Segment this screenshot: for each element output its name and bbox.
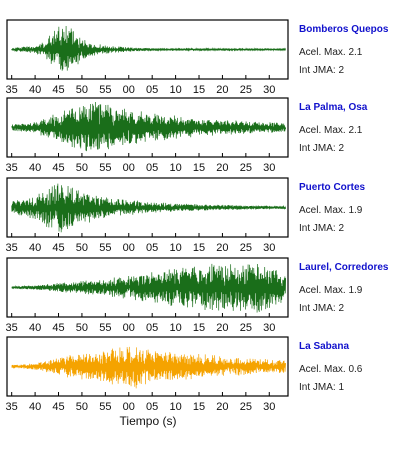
station-name: Bomberos Quepos bbox=[299, 24, 389, 35]
x-tick-label: 30 bbox=[263, 401, 275, 413]
x-tick-label: 55 bbox=[99, 162, 111, 174]
x-tick-label: 25 bbox=[240, 322, 252, 334]
x-tick-label: 25 bbox=[240, 162, 252, 174]
x-tick-label: 05 bbox=[146, 401, 158, 413]
panel-frame bbox=[6, 19, 289, 80]
x-tick-label: 05 bbox=[146, 162, 158, 174]
x-tick-label: 35 bbox=[6, 401, 18, 413]
x-tick-label: 35 bbox=[6, 242, 18, 254]
x-tick-label: 20 bbox=[216, 242, 228, 254]
x-tick-label: 20 bbox=[216, 401, 228, 413]
x-tick-label: 05 bbox=[146, 242, 158, 254]
jma-intensity-label: Int JMA: 2 bbox=[299, 223, 345, 234]
station-panel-4: 35 40 45 50 55 00 05 10 15 20 25 30 bbox=[6, 257, 289, 334]
max-acceleration-label: Acel. Max. 2.1 bbox=[299, 125, 363, 136]
x-tick-label: 10 bbox=[169, 162, 181, 174]
x-tick-label: 35 bbox=[6, 84, 18, 96]
max-acceleration-label: Acel. Max. 2.1 bbox=[299, 47, 363, 58]
x-tick-label: 35 bbox=[6, 322, 18, 334]
x-tick-label: 15 bbox=[193, 242, 205, 254]
x-tick-label: 45 bbox=[52, 162, 64, 174]
x-tick-label: 20 bbox=[216, 162, 228, 174]
x-tick-label: 50 bbox=[76, 401, 88, 413]
x-tick-label: 45 bbox=[52, 322, 64, 334]
x-tick-label: 05 bbox=[146, 84, 158, 96]
x-tick-label: 45 bbox=[52, 84, 64, 96]
jma-intensity-label: Int JMA: 2 bbox=[299, 303, 345, 314]
x-tick-label: 25 bbox=[240, 401, 252, 413]
jma-intensity-label: Int JMA: 2 bbox=[299, 143, 345, 154]
x-tick-label: 10 bbox=[169, 242, 181, 254]
x-tick-label: 15 bbox=[193, 162, 205, 174]
x-tick-label: 40 bbox=[29, 322, 41, 334]
station-name: Puerto Cortes bbox=[299, 182, 366, 193]
x-tick-label: 55 bbox=[99, 84, 111, 96]
x-tick-label: 45 bbox=[52, 401, 64, 413]
panel-frame bbox=[6, 97, 289, 158]
x-tick-label: 40 bbox=[29, 84, 41, 96]
x-tick-label: 00 bbox=[123, 401, 135, 413]
x-tick-label: 00 bbox=[123, 162, 135, 174]
x-tick-label: 45 bbox=[52, 242, 64, 254]
x-tick-label: 35 bbox=[6, 162, 18, 174]
waveform-trace bbox=[11, 26, 286, 71]
waveform-trace bbox=[11, 346, 287, 389]
max-acceleration-label: Acel. Max. 1.9 bbox=[299, 205, 363, 216]
station-name: Laurel, Corredores bbox=[299, 262, 389, 273]
x-tick-label: 10 bbox=[169, 84, 181, 96]
x-tick-label: 05 bbox=[146, 322, 158, 334]
waveform-trace bbox=[11, 183, 287, 233]
panel-frame bbox=[6, 177, 289, 238]
x-tick-label: 20 bbox=[216, 322, 228, 334]
x-tick-label: 40 bbox=[29, 162, 41, 174]
x-tick-label: 25 bbox=[240, 242, 252, 254]
jma-intensity-label: Int JMA: 2 bbox=[299, 65, 345, 76]
x-tick-label: 00 bbox=[123, 322, 135, 334]
x-tick-label: 00 bbox=[123, 242, 135, 254]
x-tick-label: 10 bbox=[169, 322, 181, 334]
station-panel-5: 35 40 45 50 55 00 05 10 15 20 25 30 bbox=[6, 336, 289, 413]
panel-frame bbox=[6, 257, 289, 318]
x-tick-label: 50 bbox=[76, 242, 88, 254]
x-tick-label: 15 bbox=[193, 322, 205, 334]
station-panel-1: 35 40 45 50 55 00 05 10 15 20 25 30 bbox=[6, 19, 289, 96]
x-tick-label: 50 bbox=[76, 162, 88, 174]
jma-intensity-label: Int JMA: 1 bbox=[299, 382, 345, 393]
x-tick-label: 50 bbox=[76, 84, 88, 96]
x-tick-label: 30 bbox=[263, 242, 275, 254]
x-tick-label: 40 bbox=[29, 401, 41, 413]
x-tick-label: 15 bbox=[193, 84, 205, 96]
station-panel-2: 35 40 45 50 55 00 05 10 15 20 25 30 bbox=[6, 97, 289, 174]
max-acceleration-label: Acel. Max. 1.9 bbox=[299, 285, 363, 296]
panel-frame bbox=[6, 336, 289, 397]
x-tick-label: 50 bbox=[76, 322, 88, 334]
x-tick-label: 55 bbox=[99, 401, 111, 413]
x-tick-label: 00 bbox=[123, 84, 135, 96]
x-tick-label: 20 bbox=[216, 84, 228, 96]
x-tick-label: 25 bbox=[240, 84, 252, 96]
x-tick-label: 10 bbox=[169, 401, 181, 413]
x-tick-label: 40 bbox=[29, 242, 41, 254]
station-name: La Palma, Osa bbox=[299, 102, 368, 113]
x-tick-label: 55 bbox=[99, 322, 111, 334]
x-tick-label: 30 bbox=[263, 162, 275, 174]
x-axis-title: Tiempo (s) bbox=[119, 414, 177, 428]
waveform-trace bbox=[11, 102, 287, 152]
x-tick-label: 15 bbox=[193, 401, 205, 413]
x-tick-label: 55 bbox=[99, 242, 111, 254]
waveform-trace bbox=[11, 263, 287, 313]
station-panel-3: 35 40 45 50 55 00 05 10 15 20 25 30 bbox=[6, 177, 289, 254]
x-tick-label: 30 bbox=[263, 84, 275, 96]
max-acceleration-label: Acel. Max. 0.6 bbox=[299, 364, 363, 375]
station-name: La Sabana bbox=[299, 341, 350, 352]
x-tick-label: 30 bbox=[263, 322, 275, 334]
